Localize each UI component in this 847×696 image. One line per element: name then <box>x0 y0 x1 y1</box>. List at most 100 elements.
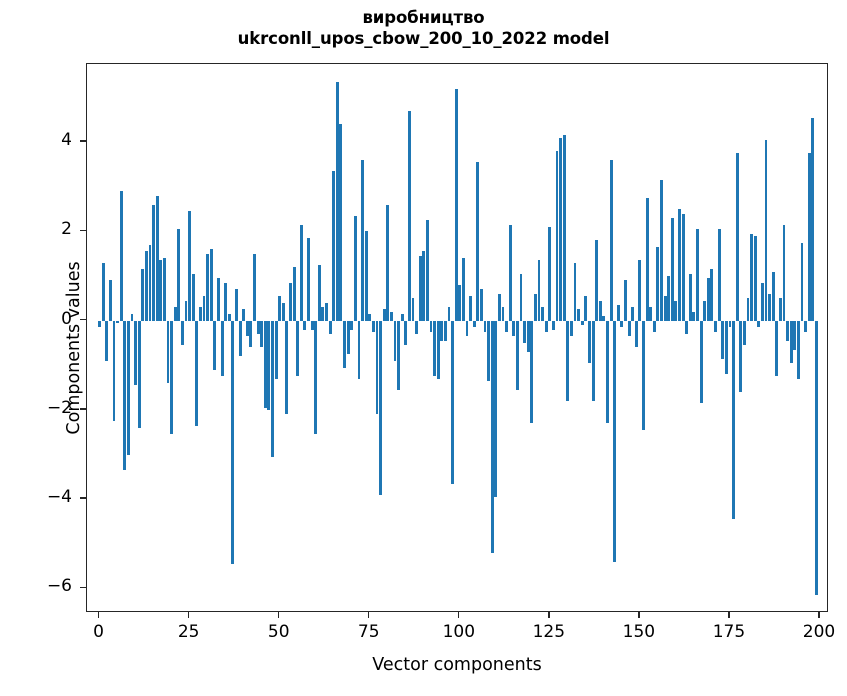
x-tick-mark <box>818 612 820 618</box>
bar <box>620 320 624 328</box>
bar <box>476 162 480 321</box>
x-tick-mark <box>97 612 100 618</box>
bar <box>793 320 797 350</box>
bar <box>307 238 310 321</box>
bar <box>317 264 321 321</box>
bar <box>584 296 588 321</box>
bar <box>199 307 202 321</box>
bar <box>595 240 599 321</box>
bar <box>119 191 123 321</box>
bar <box>710 269 714 321</box>
bar <box>134 320 138 386</box>
bar <box>101 262 105 321</box>
bar <box>804 320 808 332</box>
bar <box>515 320 519 390</box>
bar <box>490 320 494 553</box>
bar <box>548 226 552 321</box>
bar <box>155 195 159 321</box>
bar <box>173 307 177 321</box>
bar <box>231 320 235 564</box>
x-tick-label: 175 <box>712 622 746 642</box>
bar <box>299 224 303 321</box>
bar <box>303 320 307 330</box>
bar <box>807 153 811 321</box>
bar <box>768 293 771 321</box>
chart-title-line-2: ukrconll_upos_cbow_200_10_2022 model <box>237 28 610 48</box>
bar <box>206 253 210 321</box>
bar <box>382 309 386 321</box>
bar <box>209 249 213 321</box>
bar <box>343 320 346 368</box>
bar <box>782 224 786 321</box>
bar <box>458 284 462 321</box>
bar <box>591 320 595 401</box>
x-tick-label: 150 <box>622 622 656 642</box>
bar <box>634 320 638 348</box>
bar <box>580 320 584 326</box>
bar <box>285 320 289 415</box>
x-tick-mark <box>458 612 460 618</box>
bar <box>613 320 617 562</box>
bar <box>152 204 156 321</box>
chart-title-line-1: виробництво <box>362 8 485 27</box>
bar <box>144 251 148 321</box>
bar <box>271 320 274 457</box>
bar <box>411 298 415 321</box>
x-tick-mark <box>368 612 370 618</box>
x-tick-mark <box>548 612 550 618</box>
bar <box>627 320 631 337</box>
bar <box>786 320 789 341</box>
y-tick-mark <box>80 408 86 410</box>
bar <box>663 296 667 321</box>
bar <box>310 320 314 330</box>
bar <box>314 320 318 435</box>
bar <box>429 320 433 332</box>
bar <box>483 320 487 332</box>
bar <box>141 269 145 321</box>
bar <box>220 320 224 377</box>
bar <box>537 260 541 321</box>
bar <box>685 320 689 335</box>
bar <box>742 320 746 346</box>
bar <box>191 273 195 321</box>
x-tick-label: 200 <box>802 622 836 642</box>
bar <box>357 320 361 379</box>
bar <box>796 320 800 379</box>
bar <box>389 311 393 321</box>
bar <box>461 258 465 321</box>
bar <box>757 320 761 328</box>
bar <box>760 282 764 321</box>
bar <box>552 320 555 330</box>
bar <box>447 307 451 321</box>
bar <box>573 262 577 321</box>
y-tick-mark <box>80 586 86 589</box>
bar <box>728 320 732 328</box>
bar <box>108 280 112 321</box>
bar <box>479 289 483 321</box>
bar <box>724 320 728 375</box>
bar <box>678 209 681 321</box>
bar <box>624 280 627 321</box>
bar <box>260 320 264 348</box>
bar <box>649 307 653 321</box>
bar <box>609 159 613 321</box>
plot-axes <box>86 63 828 612</box>
bar <box>577 309 581 321</box>
bar <box>253 253 256 321</box>
bar <box>602 316 606 321</box>
bar <box>555 151 559 321</box>
bar <box>105 320 109 361</box>
bar <box>494 320 498 497</box>
x-tick-mark <box>728 612 730 618</box>
bar <box>505 320 509 332</box>
bar <box>764 139 768 321</box>
bar <box>501 307 505 321</box>
bar <box>778 298 782 321</box>
bar <box>674 300 678 321</box>
bar <box>227 313 231 321</box>
bar <box>703 300 707 321</box>
bar <box>606 320 609 424</box>
bar <box>732 320 735 520</box>
bar <box>746 298 750 321</box>
x-tick-label: 50 <box>267 622 290 642</box>
